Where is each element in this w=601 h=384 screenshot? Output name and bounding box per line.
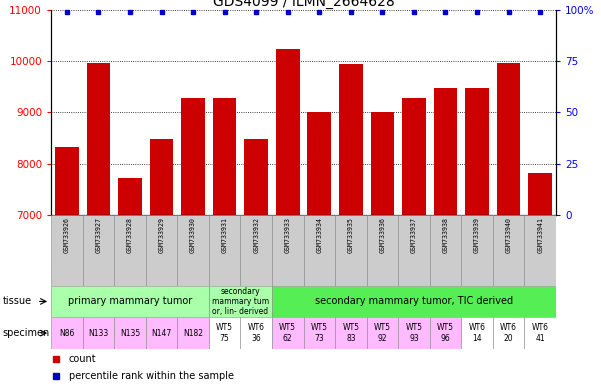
Text: WT5
93: WT5 93 <box>406 323 423 343</box>
Text: WT5
73: WT5 73 <box>311 323 328 343</box>
Bar <box>430 215 462 286</box>
Bar <box>240 215 272 286</box>
Bar <box>371 112 394 384</box>
Text: WT6
36: WT6 36 <box>248 323 264 343</box>
Text: WT6
14: WT6 14 <box>469 323 486 343</box>
Text: secondary mammary tumor, TIC derived: secondary mammary tumor, TIC derived <box>315 296 513 306</box>
Bar <box>398 317 430 349</box>
Bar <box>146 215 177 286</box>
Bar <box>493 215 525 286</box>
Text: GSM733936: GSM733936 <box>379 217 385 253</box>
Text: specimen: specimen <box>2 328 50 338</box>
Bar <box>430 317 462 349</box>
Text: WT5
62: WT5 62 <box>279 323 296 343</box>
Text: GSM733935: GSM733935 <box>348 217 354 253</box>
Bar <box>335 317 367 349</box>
Bar <box>209 215 240 286</box>
Text: GSM733929: GSM733929 <box>159 217 165 253</box>
Bar <box>182 98 205 384</box>
Bar <box>209 286 272 317</box>
Bar <box>398 215 430 286</box>
Bar <box>465 88 489 384</box>
Text: secondary
mammary tum
or, lin- derived: secondary mammary tum or, lin- derived <box>212 286 269 316</box>
Text: N147: N147 <box>151 329 172 338</box>
Bar <box>83 317 114 349</box>
Text: GSM733930: GSM733930 <box>190 217 196 253</box>
Bar <box>245 139 268 384</box>
Bar <box>51 286 209 317</box>
Text: GSM733926: GSM733926 <box>64 217 70 253</box>
Text: WT5
96: WT5 96 <box>437 323 454 343</box>
Bar <box>367 317 398 349</box>
Bar <box>177 317 209 349</box>
Text: count: count <box>69 354 96 364</box>
Bar <box>462 317 493 349</box>
Text: N86: N86 <box>59 329 75 338</box>
Bar <box>150 139 173 384</box>
Bar <box>525 317 556 349</box>
Text: GSM733934: GSM733934 <box>316 217 322 253</box>
Text: GSM733939: GSM733939 <box>474 217 480 253</box>
Text: tissue: tissue <box>2 296 32 306</box>
Bar <box>146 317 177 349</box>
Text: WT5
92: WT5 92 <box>374 323 391 343</box>
Bar <box>367 215 398 286</box>
Bar <box>462 215 493 286</box>
Bar <box>402 98 426 384</box>
Bar <box>118 177 142 384</box>
Bar <box>213 98 236 384</box>
Text: percentile rank within the sample: percentile rank within the sample <box>69 371 234 381</box>
Bar <box>83 215 114 286</box>
Text: N133: N133 <box>88 329 109 338</box>
Bar <box>87 63 110 384</box>
Text: GSM733927: GSM733927 <box>96 217 102 253</box>
Text: GSM733933: GSM733933 <box>285 217 291 253</box>
Bar <box>51 215 83 286</box>
Bar <box>497 63 520 384</box>
Text: GSM733931: GSM733931 <box>222 217 228 253</box>
Text: WT6
20: WT6 20 <box>500 323 517 343</box>
Bar <box>276 49 299 384</box>
Bar <box>114 317 146 349</box>
Text: WT5
75: WT5 75 <box>216 323 233 343</box>
Text: primary mammary tumor: primary mammary tumor <box>68 296 192 306</box>
Bar <box>308 112 331 384</box>
Bar <box>177 215 209 286</box>
Text: GSM733932: GSM733932 <box>253 217 259 253</box>
Bar <box>304 215 335 286</box>
Bar <box>272 317 304 349</box>
Text: WT6
41: WT6 41 <box>532 323 549 343</box>
Text: GSM733928: GSM733928 <box>127 217 133 253</box>
Bar <box>339 63 362 384</box>
Bar <box>434 88 457 384</box>
Bar <box>272 286 556 317</box>
Text: GSM733941: GSM733941 <box>537 217 543 253</box>
Bar <box>493 317 525 349</box>
Text: GSM733940: GSM733940 <box>505 217 511 253</box>
Bar <box>51 317 83 349</box>
Bar <box>209 317 240 349</box>
Bar <box>272 215 304 286</box>
Text: N135: N135 <box>120 329 140 338</box>
Text: GSM733937: GSM733937 <box>411 217 417 253</box>
Bar <box>335 215 367 286</box>
Bar <box>304 317 335 349</box>
Text: WT5
83: WT5 83 <box>343 323 359 343</box>
Bar <box>528 173 552 384</box>
Text: GSM733938: GSM733938 <box>442 217 448 253</box>
Text: N182: N182 <box>183 329 203 338</box>
Bar <box>114 215 146 286</box>
Bar <box>55 147 79 384</box>
Bar <box>525 215 556 286</box>
Title: GDS4099 / ILMN_2664628: GDS4099 / ILMN_2664628 <box>213 0 394 8</box>
Bar <box>240 317 272 349</box>
